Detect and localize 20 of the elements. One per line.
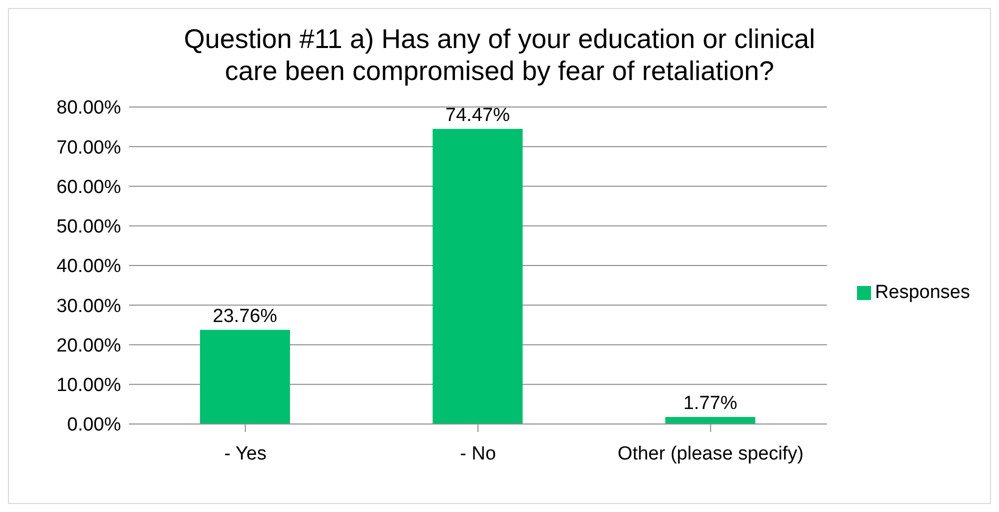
data-label: 74.47% [445,104,510,126]
bar [200,330,290,424]
y-tick-label: 20.00% [56,335,122,356]
data-label: 1.77% [683,392,738,414]
bar [665,416,756,424]
y-tick-label: 10.00% [56,375,122,396]
bar [432,128,523,424]
x-tick-label: - Yes [224,443,266,464]
y-tick-label: 40.00% [56,256,122,278]
y-tick-label: 0.00% [67,414,122,436]
y-tick-label: 80.00% [56,98,122,119]
x-tick-label: Other (please specify) [618,443,804,464]
legend-label: Responses [874,282,970,303]
y-tick-label: 60.00% [56,176,122,198]
data-label: 23.76% [212,306,278,327]
y-tick-label: 70.00% [56,137,122,158]
chart-title: Question #11 a) Has any of your education or clinical care been compromised by fear of retaliation? [182,23,816,87]
y-tick-label: 30.00% [56,296,122,317]
y-tick-label: 50.00% [56,216,122,238]
x-tick-label: - No [460,443,496,464]
